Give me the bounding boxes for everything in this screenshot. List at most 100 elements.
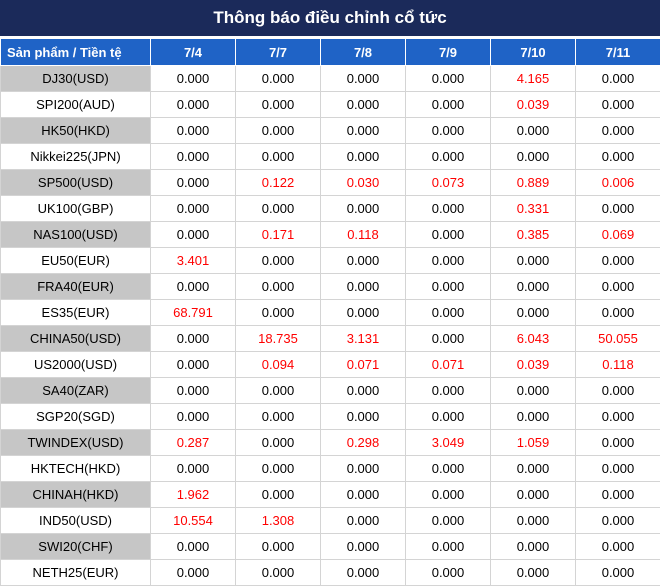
column-header-date: 7/8	[320, 38, 406, 66]
value-cell: 0.000	[235, 429, 321, 456]
value-cell: 0.000	[150, 169, 236, 196]
value-cell: 0.000	[490, 455, 576, 482]
page-title: Thông báo điều chỉnh cổ tức	[0, 0, 660, 38]
product-cell: TWINDEX(USD)	[0, 429, 151, 456]
value-cell: 0.000	[490, 533, 576, 560]
product-cell: Nikkei225(JPN)	[0, 143, 151, 170]
product-cell: CHINA50(USD)	[0, 325, 151, 352]
table-row: SP500(USD) 0.000 0.122 0.030 0.073 0.889 0.006	[0, 169, 660, 196]
table-row: SWI20(CHF) 0.000 0.000 0.000 0.000 0.000 0.000	[0, 533, 660, 560]
value-cell: 0.000	[320, 559, 406, 586]
value-cell: 0.000	[320, 143, 406, 170]
table-row: UK100(GBP) 0.000 0.000 0.000 0.000 0.331 0.000	[0, 195, 660, 222]
product-cell: US2000(USD)	[0, 351, 151, 378]
value-cell: 0.000	[235, 247, 321, 274]
value-cell: 0.000	[405, 299, 491, 326]
column-header-date: 7/7	[235, 38, 321, 66]
value-cell: 0.000	[575, 143, 660, 170]
value-cell: 0.000	[575, 403, 660, 430]
value-cell: 0.000	[320, 481, 406, 508]
table-row: CHINA50(USD) 0.000 18.735 3.131 0.000 6.043 50…	[0, 325, 660, 352]
value-cell: 0.000	[320, 247, 406, 274]
value-cell: 0.000	[320, 91, 406, 118]
column-header-date: 7/4	[150, 38, 236, 66]
value-cell: 0.000	[490, 247, 576, 274]
product-cell: SP500(USD)	[0, 169, 151, 196]
table-row: CHINAH(HKD) 1.962 0.000 0.000 0.000 0.000 0.00…	[0, 481, 660, 508]
table-row: FRA40(EUR) 0.000 0.000 0.000 0.000 0.000 0.000	[0, 273, 660, 300]
value-cell: 0.000	[490, 273, 576, 300]
value-cell: 0.000	[490, 377, 576, 404]
table-row: HK50(HKD) 0.000 0.000 0.000 0.000 0.000 0.000	[0, 117, 660, 144]
value-cell: 0.000	[405, 65, 491, 92]
value-cell: 0.071	[320, 351, 406, 378]
value-cell: 0.118	[320, 221, 406, 248]
value-cell: 0.000	[575, 299, 660, 326]
product-cell: FRA40(EUR)	[0, 273, 151, 300]
value-cell: 0.000	[150, 117, 236, 144]
table-row: US2000(USD) 0.000 0.094 0.071 0.071 0.039 0.11…	[0, 351, 660, 378]
value-cell: 0.000	[235, 403, 321, 430]
value-cell: 0.000	[150, 91, 236, 118]
value-cell: 0.000	[405, 559, 491, 586]
value-cell: 0.000	[235, 143, 321, 170]
value-cell: 0.000	[150, 533, 236, 560]
column-header-date: 7/10	[490, 38, 576, 66]
value-cell: 0.000	[320, 377, 406, 404]
value-cell: 0.000	[405, 117, 491, 144]
product-cell: SWI20(CHF)	[0, 533, 151, 560]
value-cell: 0.000	[320, 299, 406, 326]
value-cell: 0.000	[575, 481, 660, 508]
value-cell: 3.049	[405, 429, 491, 456]
value-cell: 1.059	[490, 429, 576, 456]
table-row: SA40(ZAR) 0.000 0.000 0.000 0.000 0.000 0.000	[0, 377, 660, 404]
value-cell: 0.000	[235, 455, 321, 482]
value-cell: 0.000	[575, 91, 660, 118]
table-header-row: Sản phẩm / Tiền tệ 7/4 7/7 7/8 7/9 7/10 …	[0, 38, 660, 66]
product-cell: SPI200(AUD)	[0, 91, 151, 118]
value-cell: 18.735	[235, 325, 321, 352]
table-row: DJ30(USD) 0.000 0.000 0.000 0.000 4.165 0.000	[0, 65, 660, 92]
value-cell: 0.000	[575, 559, 660, 586]
value-cell: 0.000	[405, 221, 491, 248]
value-cell: 0.000	[150, 455, 236, 482]
value-cell: 1.962	[150, 481, 236, 508]
value-cell: 68.791	[150, 299, 236, 326]
value-cell: 0.000	[235, 65, 321, 92]
value-cell: 0.000	[235, 195, 321, 222]
value-cell: 0.000	[150, 559, 236, 586]
product-cell: DJ30(USD)	[0, 65, 151, 92]
value-cell: 0.000	[575, 455, 660, 482]
value-cell: 0.000	[150, 65, 236, 92]
column-header-date: 7/11	[575, 38, 660, 66]
value-cell: 0.006	[575, 169, 660, 196]
table-row: SPI200(AUD) 0.000 0.000 0.000 0.000 0.039 0.00…	[0, 91, 660, 118]
product-cell: EU50(EUR)	[0, 247, 151, 274]
value-cell: 0.331	[490, 195, 576, 222]
value-cell: 0.000	[320, 117, 406, 144]
value-cell: 0.000	[235, 533, 321, 560]
value-cell: 0.000	[320, 533, 406, 560]
table-row: SGP20(SGD) 0.000 0.000 0.000 0.000 0.000 0.000	[0, 403, 660, 430]
value-cell: 0.118	[575, 351, 660, 378]
value-cell: 0.000	[405, 481, 491, 508]
value-cell: 0.000	[575, 533, 660, 560]
value-cell: 0.000	[405, 273, 491, 300]
value-cell: 0.298	[320, 429, 406, 456]
table-row: IND50(USD) 10.554 1.308 0.000 0.000 0.000 0.00…	[0, 507, 660, 534]
product-cell: HK50(HKD)	[0, 117, 151, 144]
value-cell: 0.000	[150, 377, 236, 404]
value-cell: 0.000	[320, 273, 406, 300]
value-cell: 0.000	[490, 143, 576, 170]
value-cell: 0.000	[150, 351, 236, 378]
value-cell: 0.000	[405, 455, 491, 482]
value-cell: 0.030	[320, 169, 406, 196]
value-cell: 0.000	[490, 481, 576, 508]
value-cell: 1.308	[235, 507, 321, 534]
value-cell: 0.000	[405, 325, 491, 352]
value-cell: 0.000	[405, 91, 491, 118]
table-row: NETH25(EUR) 0.000 0.000 0.000 0.000 0.000 0.00…	[0, 559, 660, 586]
value-cell: 0.000	[405, 247, 491, 274]
table-row: ES35(EUR) 68.791 0.000 0.000 0.000 0.000 0.000	[0, 299, 660, 326]
